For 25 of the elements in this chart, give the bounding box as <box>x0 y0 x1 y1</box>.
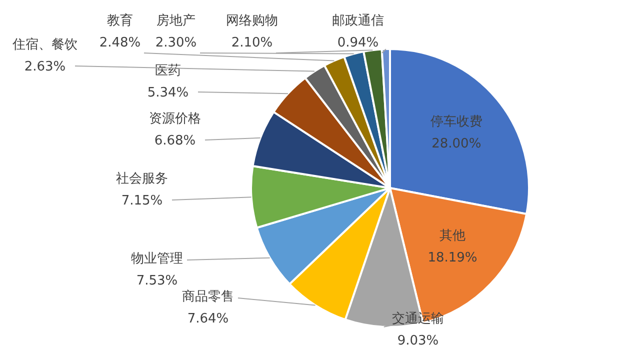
data-label: 7.53% <box>136 273 178 288</box>
data-label: 2.63% <box>24 59 66 74</box>
slice-label: 网络购物 <box>226 13 278 28</box>
data-label: 0.94% <box>337 35 379 50</box>
data-label: 7.15% <box>121 193 163 208</box>
slice-label: 物业管理 <box>131 251 183 266</box>
slice-label: 教育 <box>107 12 133 28</box>
data-label: 7.64% <box>187 311 229 326</box>
data-label: 9.03% <box>397 333 439 348</box>
slice-label: 社会服务 <box>116 171 168 186</box>
data-label: 5.34% <box>147 85 189 100</box>
data-label: 2.48% <box>99 35 141 50</box>
slice-label: 房地产 <box>156 12 196 28</box>
slice-label: 商品零售 <box>182 289 234 304</box>
data-label: 2.10% <box>231 35 273 50</box>
data-label: 2.30% <box>155 35 197 50</box>
slice-label: 停车收费 <box>430 114 482 130</box>
data-label: 18.19% <box>428 250 478 266</box>
slice-label: 资源价格 <box>149 111 201 126</box>
slice-label: 邮政通信 <box>332 13 384 28</box>
slice-label: 住宿、餐饮 <box>12 36 78 52</box>
slice-label: 医药 <box>155 63 181 78</box>
data-label: 6.68% <box>154 133 196 148</box>
slice-label: 其他 <box>439 228 466 244</box>
data-label: 28.00% <box>432 136 482 152</box>
